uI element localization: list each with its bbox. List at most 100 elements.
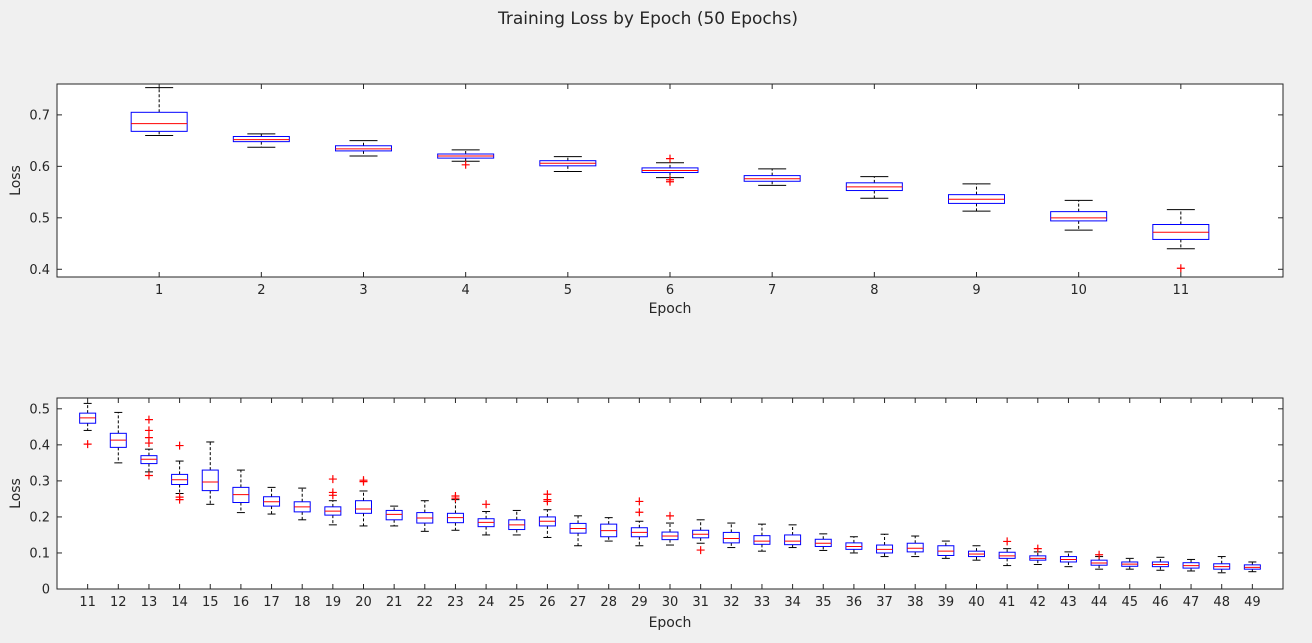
box-epoch-49 <box>1243 561 1261 573</box>
box-epoch-8 <box>845 176 903 199</box>
outlier-marker <box>696 546 705 555</box>
y-tick-label: 0 <box>42 583 50 598</box>
x-tick-label: 19 <box>325 595 342 610</box>
axes-frame <box>56 397 1284 590</box>
box-epoch-40 <box>968 545 985 561</box>
x-tick-label: 6 <box>666 283 674 298</box>
x-tick-label: 3 <box>359 283 367 298</box>
box-iqr <box>906 542 924 553</box>
box-epoch-33 <box>753 523 771 552</box>
outlier-marker <box>359 477 368 486</box>
outlier-marker <box>175 441 184 450</box>
box-epoch-16 <box>232 469 250 514</box>
box-epoch-34 <box>784 524 802 549</box>
x-tick-label: 28 <box>600 595 617 610</box>
box-iqr <box>998 551 1016 559</box>
box-epoch-9 <box>948 183 1005 212</box>
x-tick-label: 29 <box>631 595 648 610</box>
bottom-boxplot-panel: 0 0.1 0.2 0.3 0.4 0.5 11 12 13 14 15 16 17 18 19 20 21 22… <box>8 397 1284 631</box>
box-epoch-38 <box>906 535 924 558</box>
box-epoch-20 <box>355 476 372 527</box>
box-epoch-29 <box>630 497 648 547</box>
x-tick-label: 27 <box>570 595 587 610</box>
outlier-marker <box>666 154 674 163</box>
box-epoch-28 <box>600 517 618 542</box>
box-epoch-26 <box>538 490 556 538</box>
box-epoch-3 <box>335 140 392 157</box>
x-tick-label: 26 <box>539 595 556 610</box>
x-axis-label: Epoch <box>649 301 692 317</box>
x-tick-label: 13 <box>141 595 158 610</box>
x-axis-label: Epoch <box>649 615 692 631</box>
box-iqr <box>335 145 392 152</box>
x-tick-label: 41 <box>999 595 1016 610</box>
box-epoch-1 <box>130 87 188 136</box>
box-iqr <box>355 500 372 514</box>
box-epoch-45 <box>1121 557 1139 570</box>
outlier-marker <box>461 160 470 169</box>
box-iqr <box>201 469 219 492</box>
box-epoch-11 <box>79 402 97 449</box>
x-tick-label: 48 <box>1213 595 1230 610</box>
x-tick-label: 46 <box>1152 595 1169 610</box>
x-tick-label: 32 <box>723 595 740 610</box>
box-iqr <box>784 534 802 546</box>
outlier-marker <box>175 495 184 504</box>
outlier-marker <box>635 508 644 517</box>
y-tick-label: 0.6 <box>29 160 50 175</box>
y-tick-label: 0.4 <box>29 263 50 278</box>
x-tick-label: 4 <box>462 283 470 298</box>
outlier-marker <box>1033 544 1042 553</box>
x-tick-label: 37 <box>876 595 893 610</box>
x-tick-label: 22 <box>417 595 434 610</box>
x-tick-label: 17 <box>263 595 280 610</box>
x-tick-label: 45 <box>1121 595 1138 610</box>
x-tick-label: 11 <box>79 595 96 610</box>
y-tick-label: 0.1 <box>29 546 50 561</box>
box-epoch-22 <box>416 500 434 532</box>
outlier-marker <box>144 471 153 480</box>
box-epoch-41 <box>998 537 1016 567</box>
x-tick-label: 11 <box>1173 283 1190 298</box>
x-tick-label: 42 <box>1030 595 1047 610</box>
x-tick-label: 20 <box>355 595 372 610</box>
box-iqr <box>937 545 955 556</box>
box-iqr <box>232 135 290 143</box>
outlier-marker <box>1095 550 1104 559</box>
box-epoch-44 <box>1090 550 1108 570</box>
box-epoch-2 <box>232 133 290 148</box>
x-tick-label: 36 <box>846 595 863 610</box>
x-tick-label: 18 <box>294 595 311 610</box>
x-tick-label: 31 <box>692 595 709 610</box>
x-tick-label: 43 <box>1060 595 1077 610</box>
box-epoch-35 <box>814 533 832 551</box>
x-tick-label: 21 <box>386 595 403 610</box>
box-epoch-27 <box>569 515 587 547</box>
outlier-marker <box>543 497 552 506</box>
figure-title: Training Loss by Epoch (50 Epochs) <box>497 9 798 29</box>
y-tick-label: 0.5 <box>29 402 50 417</box>
box-epoch-15 <box>201 441 219 505</box>
y-tick-label: 0.3 <box>29 474 50 489</box>
box-epoch-4 <box>437 149 495 169</box>
box-iqr <box>130 111 188 132</box>
outlier-marker <box>144 439 153 448</box>
x-tick-label: 38 <box>907 595 924 610</box>
box-epoch-42 <box>1029 544 1047 565</box>
box-epoch-32 <box>722 522 740 549</box>
outlier-marker <box>1003 537 1012 546</box>
box-epoch-6 <box>641 154 699 186</box>
x-tick-label: 49 <box>1244 595 1261 610</box>
box-epoch-21 <box>385 505 403 527</box>
y-tick-label: 0.4 <box>29 438 50 453</box>
x-tick-label: 2 <box>257 283 265 298</box>
outlier-marker <box>144 426 153 435</box>
box-epoch-39 <box>937 540 955 559</box>
outlier-marker <box>328 475 337 484</box>
x-tick-label: 23 <box>447 595 464 610</box>
box-epoch-30 <box>661 511 679 546</box>
outlier-marker <box>144 415 153 424</box>
box-iqr <box>722 531 740 544</box>
x-tick-label: 1 <box>155 283 163 298</box>
